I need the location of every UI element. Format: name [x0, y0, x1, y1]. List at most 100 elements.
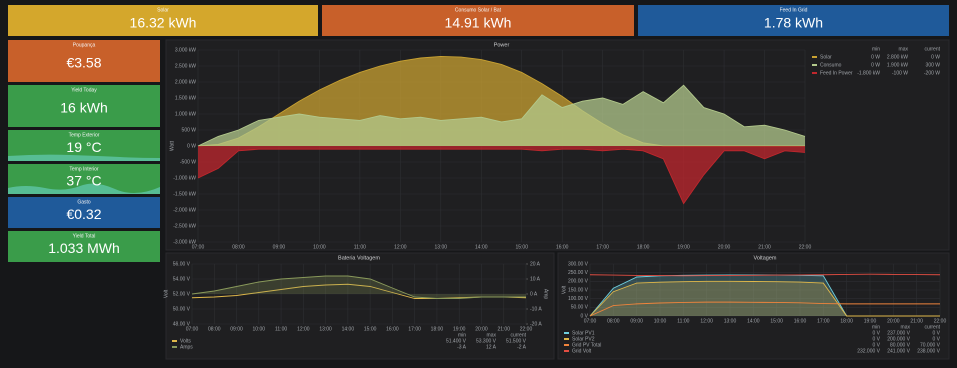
legend-value: 0 V	[932, 336, 940, 342]
x-tick-label: 11:00	[354, 244, 366, 250]
y-axis-label: Volt	[561, 285, 567, 294]
x-tick-label: 15:00	[770, 318, 783, 324]
legend-value: 70.000 V	[920, 342, 941, 348]
stat-value: 16 kWh	[60, 100, 107, 116]
legend-label: Grid Volt	[572, 348, 592, 354]
legend-value: 51.400 V	[446, 338, 467, 344]
x-tick-label: 16:00	[386, 326, 399, 332]
legend-value: -3 A	[457, 344, 467, 350]
x-tick-label: 16:00	[556, 244, 569, 250]
legend-label: Solar	[820, 54, 832, 60]
x-tick-label: 10:00	[654, 318, 667, 324]
stat-panel	[8, 85, 160, 127]
y-tick-label: 50.00 V	[571, 305, 589, 311]
y2-tick-label: 20 A	[530, 261, 541, 267]
y-tick-label: 1.000 kW	[175, 111, 196, 117]
stat-panel	[8, 5, 318, 36]
x-tick-label: 17:00	[408, 326, 421, 332]
series-line	[191, 275, 526, 299]
legend-header: min	[872, 324, 880, 330]
chart-title: Voltagem	[754, 255, 777, 261]
legend-header: max	[899, 46, 909, 52]
x-tick-label: 18:00	[431, 326, 444, 332]
legend-value: 200.000 V	[887, 336, 910, 342]
y2-tick-label: -20 A	[530, 321, 542, 327]
legend-value: 0 V	[932, 330, 940, 336]
stat-panel	[8, 197, 160, 228]
stat-value: 1.033 MWh	[48, 240, 120, 256]
legend-swatch	[564, 344, 569, 346]
y-tick-label: 52.00 V	[173, 291, 191, 297]
x-tick-label: 14:00	[342, 326, 355, 332]
legend-swatch	[564, 338, 569, 340]
series-line	[589, 301, 940, 317]
x-tick-label: 07:00	[192, 244, 205, 250]
sparkline	[8, 154, 160, 161]
legend-value: -200 W	[924, 70, 940, 76]
x-tick-label: 22:00	[520, 326, 533, 332]
area-fill	[198, 85, 805, 146]
y-axis-label: Volt	[163, 289, 169, 298]
x-tick-label: 13:00	[724, 318, 737, 324]
series-line	[589, 273, 941, 277]
x-tick-label: 21:00	[758, 244, 771, 250]
x-tick-label: 22:00	[799, 244, 812, 250]
stat-value: 14.91 kWh	[445, 15, 512, 31]
series-line	[589, 280, 940, 317]
x-tick-label: 12:00	[394, 244, 407, 250]
chart-panel	[165, 252, 555, 360]
legend-value: 51.500 V	[506, 338, 527, 344]
legend-swatch	[812, 56, 817, 58]
x-tick-label: 14:00	[475, 244, 488, 250]
stat-title: Poupança	[73, 42, 96, 48]
x-tick-label: 21:00	[497, 326, 510, 332]
legend-value: 1.900 kW	[887, 62, 908, 68]
legend-value: 53.300 V	[476, 338, 497, 344]
area-fill	[590, 281, 940, 316]
sparkline	[8, 183, 160, 194]
stat-title: Solar	[157, 7, 169, 13]
x-tick-label: 20:00	[718, 244, 731, 250]
chart-title: Bateria Voltagem	[338, 255, 380, 261]
area-fill	[198, 146, 805, 204]
stat-title: Feed In Grid	[780, 7, 808, 13]
stat-value: 37 °C	[66, 173, 101, 189]
area-fill	[192, 276, 526, 299]
legend-value: 237.000 V	[887, 330, 910, 336]
x-tick-label: 09:00	[273, 244, 286, 250]
y-tick-label: 50.00 V	[173, 306, 191, 312]
x-tick-label: 08:00	[208, 326, 221, 332]
stat-panel	[8, 40, 160, 82]
x-tick-label: 19:00	[677, 244, 690, 250]
stat-title: Consumo Solar / Bat	[455, 7, 502, 13]
stat-value: 1.78 kWh	[764, 15, 823, 31]
stat-value: 16.32 kWh	[130, 15, 197, 31]
legend-header: min	[458, 332, 466, 338]
x-tick-label: 13:00	[319, 326, 332, 332]
x-tick-label: 08:00	[607, 318, 620, 324]
y-tick-label: 48.00 V	[173, 321, 191, 327]
legend-header: max	[901, 324, 911, 330]
x-tick-label: 17:00	[817, 318, 830, 324]
x-tick-label: 07:00	[186, 326, 199, 332]
legend-header: max	[487, 332, 497, 338]
x-tick-label: 22:00	[934, 318, 947, 324]
legend-swatch	[172, 346, 177, 348]
y-tick-label: -1.000 kW	[173, 175, 196, 181]
x-tick-label: 13:00	[435, 244, 448, 250]
legend-swatch	[172, 340, 177, 342]
x-tick-label: 10:00	[253, 326, 266, 332]
y-tick-label: 2.000 kW	[175, 79, 196, 85]
legend-value: 80.000 V	[890, 342, 911, 348]
legend-value: 0 W	[871, 62, 880, 68]
legend-value: 0 V	[872, 336, 880, 342]
legend-header: current	[924, 324, 940, 330]
y-tick-label: 2.500 kW	[175, 63, 196, 69]
legend-label: Feed In Power	[820, 70, 853, 76]
stat-value: 19 °C	[66, 139, 101, 155]
series-line	[197, 148, 806, 205]
legend-header: current	[510, 332, 526, 338]
y2-tick-label: -10 A	[530, 306, 542, 312]
stat-title: Temp Interior	[69, 166, 99, 172]
y-tick-label: -3.000 kW	[173, 239, 196, 245]
